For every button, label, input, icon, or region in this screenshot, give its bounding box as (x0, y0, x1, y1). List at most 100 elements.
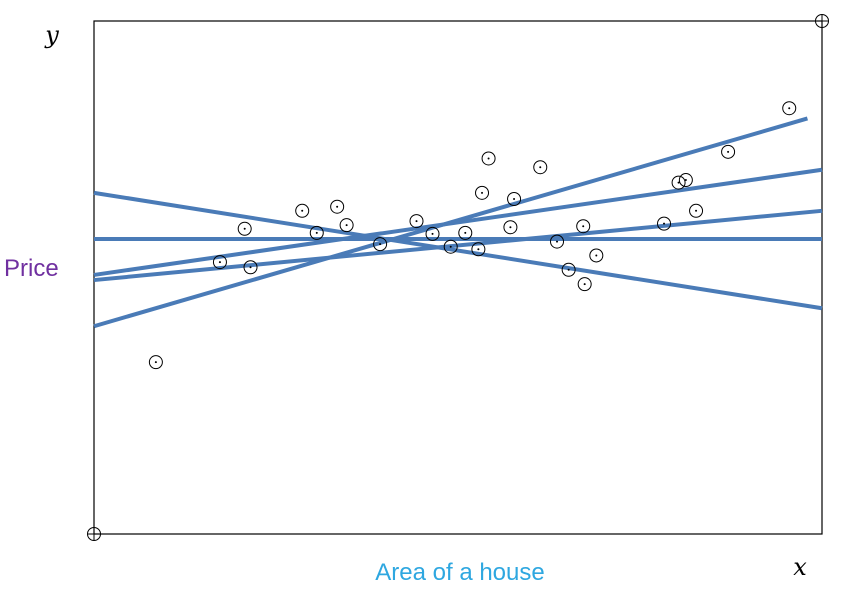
data-point (237, 221, 252, 236)
data-point (561, 262, 576, 277)
data-point-dot (595, 254, 598, 257)
x-axis-symbol: x (793, 553, 807, 581)
data-points-group (148, 101, 797, 370)
data-point-dot (464, 231, 467, 234)
data-point-ring (481, 151, 496, 166)
data-point-ring (561, 262, 576, 277)
data-point-dot (415, 220, 418, 223)
data-point-dot (567, 268, 570, 271)
data-point-dot (315, 231, 318, 234)
data-point-ring (533, 160, 548, 175)
data-point-ring (409, 214, 424, 229)
data-point-dot (487, 157, 490, 160)
data-point (330, 199, 345, 214)
data-point-ring (671, 175, 686, 190)
data-point (243, 260, 258, 275)
data-point-ring (148, 355, 163, 370)
data-point (550, 234, 565, 249)
data-point-ring (689, 203, 704, 218)
data-point-ring (507, 192, 522, 207)
x-axis-label: Area of a house (375, 559, 544, 586)
data-point-dot (477, 248, 480, 251)
data-point-dot (539, 166, 542, 169)
data-point-ring (782, 101, 797, 116)
fit-line-4 (93, 208, 823, 283)
data-point (689, 203, 704, 218)
data-point (657, 216, 672, 231)
data-point (295, 203, 310, 218)
data-point-ring (721, 144, 736, 159)
data-point-dot (249, 266, 252, 269)
data-point-ring (577, 277, 592, 292)
data-point-dot (154, 361, 157, 364)
data-point-dot (345, 224, 348, 227)
data-point (148, 355, 163, 370)
fit-line-5 (93, 116, 808, 329)
data-point (721, 144, 736, 159)
data-point-dot (336, 205, 339, 208)
data-point-ring (576, 219, 591, 234)
data-point-ring (678, 173, 693, 188)
fit-line-2 (93, 190, 823, 311)
corner-marker (87, 527, 101, 541)
corner-markers-group (87, 14, 829, 541)
data-point-ring (503, 220, 518, 235)
data-point-ring (339, 218, 354, 233)
data-point-dot (677, 181, 680, 184)
data-point (577, 277, 592, 292)
data-point (212, 255, 227, 270)
data-point (339, 218, 354, 233)
data-point-ring (657, 216, 672, 231)
data-point-ring (373, 237, 388, 252)
data-point (533, 160, 548, 175)
data-point (425, 226, 440, 241)
data-point-dot (663, 222, 666, 225)
data-point-dot (695, 209, 698, 212)
data-point-ring (330, 199, 345, 214)
data-point-dot (449, 245, 452, 248)
data-point-dot (513, 198, 516, 201)
data-point-ring (237, 221, 252, 236)
data-point-dot (243, 227, 246, 230)
data-point (443, 239, 458, 254)
data-point (782, 101, 797, 116)
data-point-ring (443, 239, 458, 254)
data-point (409, 214, 424, 229)
data-point-ring (212, 255, 227, 270)
data-point-dot (379, 243, 382, 246)
data-point-ring (471, 242, 486, 257)
data-point-ring (309, 225, 324, 240)
data-point (589, 248, 604, 263)
plot-frame (93, 20, 823, 535)
y-axis-symbol: y (44, 21, 59, 49)
data-point-ring (295, 203, 310, 218)
data-point (576, 219, 591, 234)
data-point-dot (582, 225, 585, 228)
data-point (678, 173, 693, 188)
corner-marker (815, 14, 829, 28)
data-point-dot (684, 179, 687, 182)
data-point-dot (556, 240, 559, 243)
data-point-ring (589, 248, 604, 263)
plot-frame-group (93, 20, 823, 535)
data-point-dot (509, 226, 512, 229)
data-point-dot (583, 283, 586, 286)
data-point (475, 185, 490, 200)
data-point (671, 175, 686, 190)
data-point-ring (475, 185, 490, 200)
data-point-ring (550, 234, 565, 249)
data-point (503, 220, 518, 235)
data-point (373, 237, 388, 252)
data-point-ring (243, 260, 258, 275)
data-point-dot (727, 150, 730, 153)
data-point-dot (301, 209, 304, 212)
data-point-ring (425, 226, 440, 241)
data-point-dot (218, 261, 221, 264)
data-point-dot (788, 107, 791, 110)
y-axis-label: Price (4, 255, 59, 282)
data-point-dot (481, 191, 484, 194)
data-point (458, 225, 473, 240)
data-point-dot (431, 232, 434, 235)
data-point-ring (458, 225, 473, 240)
